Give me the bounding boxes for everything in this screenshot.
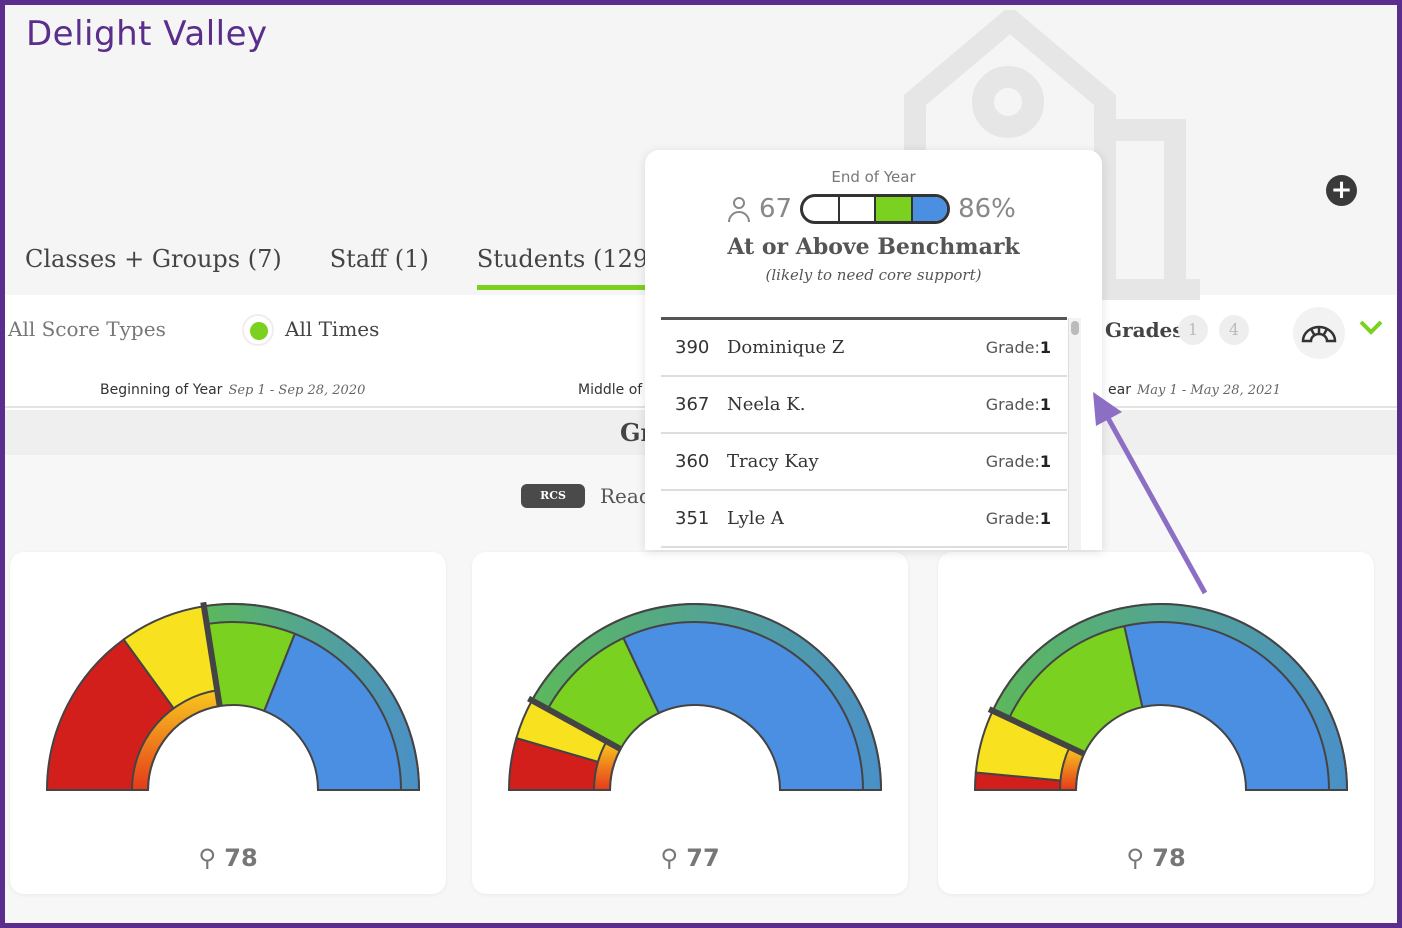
student-score: 367 [675, 394, 710, 415]
student-grade: Grade:1 [986, 509, 1067, 528]
scrollbar[interactable] [1068, 318, 1081, 550]
gauge-chart [973, 603, 1349, 791]
tab-staff[interactable]: Staff (1) [329, 245, 429, 273]
period-dates: May 1 - May 28, 2021 [1136, 383, 1281, 398]
grade-value: 1 [1039, 509, 1051, 528]
student-row[interactable]: 360 Tracy Kay Grade:1 [661, 434, 1067, 491]
period-boy[interactable]: Beginning of Year Sep 1 - Sep 28, 2020 [100, 382, 365, 398]
period-dates: Sep 1 - Sep 28, 2020 [228, 383, 366, 398]
student-count: ⚲ 78 [198, 844, 258, 872]
gauge-card[interactable]: ⚲ 78 [10, 552, 446, 894]
grade-label: Grade: [985, 395, 1040, 414]
popup-count: 67 [759, 194, 793, 224]
gauge-outer-ring [530, 603, 883, 791]
person-icon [728, 197, 750, 223]
period-label: ear [1108, 382, 1131, 398]
grade-chip-1[interactable]: 1 [1178, 315, 1208, 345]
period-eoy[interactable]: ear May 1 - May 28, 2021 [1108, 382, 1281, 398]
period-moy[interactable]: Middle of Y [578, 382, 656, 398]
bar-segment [876, 197, 913, 221]
student-score: 390 [675, 337, 710, 358]
count-value: 77 [686, 844, 720, 872]
all-times-radio[interactable] [242, 314, 274, 346]
app-title: Delight Valley [26, 14, 268, 54]
popup-percent: 86% [958, 194, 1016, 224]
grade-value: 1 [1039, 338, 1051, 357]
all-times-label[interactable]: All Times [285, 317, 380, 341]
period-label: Beginning of Year [100, 382, 223, 398]
gauge-chart [507, 603, 883, 791]
student-name: Dominique Z [727, 337, 845, 358]
gauge-marker [527, 695, 622, 752]
student-count: ⚲ 77 [660, 844, 720, 872]
add-button[interactable]: + [1326, 175, 1357, 206]
gauge-chart [45, 601, 421, 791]
tab-bar: Classes + Groups (7) Staff (1) Students … [25, 245, 658, 290]
popup-subtitle: (likely to need core support) [765, 266, 982, 284]
tab-students[interactable]: Students (129) [476, 245, 658, 290]
gauge-view-button[interactable] [1293, 307, 1345, 359]
student-row[interactable]: 367 Neela K. Grade:1 [661, 377, 1067, 434]
score-types-filter[interactable]: All Score Types [8, 317, 166, 341]
student-name: Neela K. [727, 394, 806, 415]
student-grade: Grade:1 [986, 395, 1067, 414]
popup-period: End of Year [831, 168, 916, 186]
gauge-marker [987, 706, 1086, 757]
gauge-marker [200, 601, 223, 707]
student-row[interactable]: 351 Lyle A Grade:1 [661, 491, 1067, 548]
grade-label: Grade: [985, 452, 1040, 471]
benchmark-bar [800, 194, 951, 224]
student-count: ⚲ 78 [1126, 844, 1186, 872]
tab-classes-groups[interactable]: Classes + Groups (7) [25, 245, 282, 273]
bar-segment [803, 197, 840, 221]
grade-label: Grade: [985, 509, 1040, 528]
grade-value: 1 [1039, 395, 1051, 414]
count-value: 78 [1152, 844, 1186, 872]
bar-segment [840, 197, 877, 221]
grade-label: Grade: [985, 338, 1040, 357]
grade-chip-4[interactable]: 4 [1219, 315, 1249, 345]
gauge-outer-ring [991, 603, 1349, 791]
chevron-down-icon[interactable] [1358, 317, 1384, 337]
grade-value: 1 [1039, 452, 1051, 471]
popup-title: At or Above Benchmark [727, 234, 1020, 260]
gauge-card[interactable]: ⚲ 78 [938, 552, 1374, 894]
count-value: 78 [224, 844, 258, 872]
student-score: 351 [675, 508, 710, 529]
scrollbar-thumb[interactable] [1071, 321, 1079, 335]
gauge-icon [1301, 325, 1337, 343]
gauge-outer-ring [202, 603, 421, 791]
student-row[interactable]: 390 Dominique Z Grade:1 [661, 320, 1067, 377]
gauge-card[interactable]: ⚲ 77 [472, 552, 908, 894]
rcs-badge: RCS [521, 484, 585, 508]
popup-summary: 67 86% [727, 194, 1016, 224]
grades-label: Grades [1105, 318, 1184, 342]
student-name: Tracy Kay [727, 451, 819, 472]
student-name: Lyle A [727, 508, 784, 529]
student-grade: Grade:1 [986, 452, 1067, 471]
bar-segment [912, 197, 948, 221]
student-list: 390 Dominique Z Grade:1 367 Neela K. Grade:1… [661, 317, 1067, 548]
benchmark-popup: End of Year 67 86% At or Above Benchmark… [645, 150, 1102, 550]
student-score: 360 [675, 451, 710, 472]
student-grade: Grade:1 [986, 338, 1067, 357]
section-subtitle: Read [600, 484, 652, 508]
